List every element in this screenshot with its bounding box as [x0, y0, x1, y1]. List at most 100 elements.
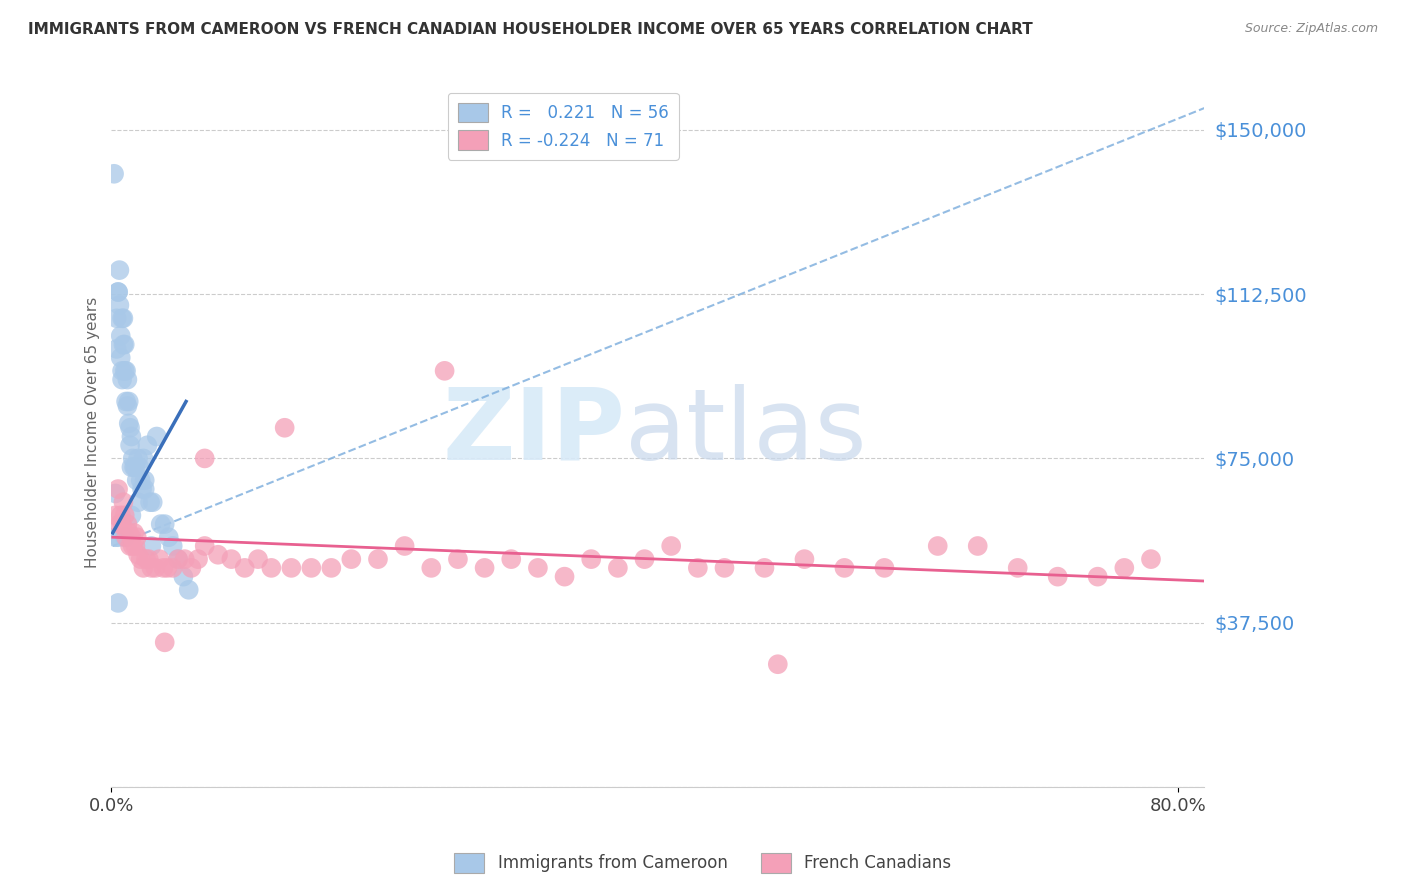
Point: [120, 539, 142, 553]
Point: [145, 429, 167, 443]
Point: [124, 539, 146, 553]
Point: [115, 394, 138, 409]
Point: [1046, 569, 1069, 583]
Point: [125, 530, 148, 544]
Point: [1140, 552, 1163, 566]
Point: [122, 525, 145, 540]
Point: [114, 530, 136, 544]
Point: [114, 337, 136, 351]
Point: [194, 451, 217, 466]
Point: [394, 539, 416, 553]
Point: [579, 552, 602, 566]
Point: [527, 561, 550, 575]
Point: [107, 530, 129, 544]
Point: [606, 561, 628, 575]
Point: [433, 364, 456, 378]
Point: [128, 460, 150, 475]
Point: [110, 328, 132, 343]
Point: [167, 552, 190, 566]
Point: [118, 417, 141, 431]
Point: [420, 561, 443, 575]
Text: atlas: atlas: [626, 384, 866, 481]
Point: [120, 429, 142, 443]
Point: [149, 517, 172, 532]
Point: [713, 561, 735, 575]
Point: [1007, 561, 1029, 575]
Point: [111, 364, 134, 378]
Point: [145, 561, 167, 575]
Point: [966, 539, 988, 553]
Point: [111, 311, 134, 326]
Point: [121, 539, 143, 553]
Point: [172, 569, 194, 583]
Point: [108, 517, 131, 532]
Point: [207, 548, 229, 562]
Y-axis label: Householder Income Over 65 years: Householder Income Over 65 years: [86, 296, 100, 568]
Point: [754, 561, 776, 575]
Point: [104, 508, 127, 523]
Point: [1114, 561, 1136, 575]
Legend: R =   0.221   N = 56, R = -0.224   N = 71: R = 0.221 N = 56, R = -0.224 N = 71: [447, 93, 679, 160]
Point: [162, 561, 184, 575]
Point: [447, 552, 470, 566]
Point: [554, 569, 576, 583]
Point: [105, 342, 128, 356]
Point: [834, 561, 856, 575]
Text: Source: ZipAtlas.com: Source: ZipAtlas.com: [1244, 22, 1378, 36]
Point: [134, 482, 156, 496]
Point: [659, 539, 682, 553]
Point: [118, 525, 141, 540]
Point: [152, 561, 174, 575]
Point: [273, 421, 295, 435]
Legend: Immigrants from Cameroon, French Canadians: Immigrants from Cameroon, French Canadia…: [449, 847, 957, 880]
Point: [280, 561, 302, 575]
Point: [633, 552, 655, 566]
Point: [108, 263, 131, 277]
Point: [117, 517, 139, 532]
Point: [766, 657, 789, 672]
Point: [127, 548, 149, 562]
Point: [107, 596, 129, 610]
Point: [156, 561, 179, 575]
Point: [686, 561, 709, 575]
Point: [501, 552, 523, 566]
Point: [122, 460, 145, 475]
Point: [124, 460, 146, 475]
Text: IMMIGRANTS FROM CAMEROON VS FRENCH CANADIAN HOUSEHOLDER INCOME OVER 65 YEARS COR: IMMIGRANTS FROM CAMEROON VS FRENCH CANAD…: [28, 22, 1033, 37]
Point: [107, 285, 129, 299]
Point: [120, 530, 142, 544]
Point: [115, 364, 138, 378]
Point: [105, 311, 128, 326]
Point: [247, 552, 270, 566]
Point: [927, 539, 949, 553]
Point: [221, 552, 243, 566]
Point: [129, 473, 152, 487]
Point: [873, 561, 896, 575]
Point: [134, 473, 156, 487]
Point: [194, 539, 217, 553]
Point: [120, 438, 142, 452]
Point: [115, 530, 138, 544]
Point: [139, 495, 162, 509]
Point: [117, 399, 139, 413]
Point: [153, 517, 176, 532]
Point: [121, 451, 143, 466]
Point: [104, 486, 127, 500]
Point: [110, 351, 132, 365]
Point: [110, 508, 132, 523]
Point: [114, 508, 136, 523]
Point: [118, 394, 141, 409]
Point: [104, 530, 127, 544]
Point: [107, 285, 129, 299]
Point: [125, 473, 148, 487]
Point: [111, 517, 134, 532]
Point: [136, 438, 159, 452]
Point: [120, 508, 142, 523]
Point: [177, 582, 200, 597]
Point: [474, 561, 496, 575]
Point: [131, 482, 153, 496]
Point: [103, 167, 125, 181]
Point: [138, 552, 160, 566]
Point: [340, 552, 363, 566]
Point: [260, 561, 283, 575]
